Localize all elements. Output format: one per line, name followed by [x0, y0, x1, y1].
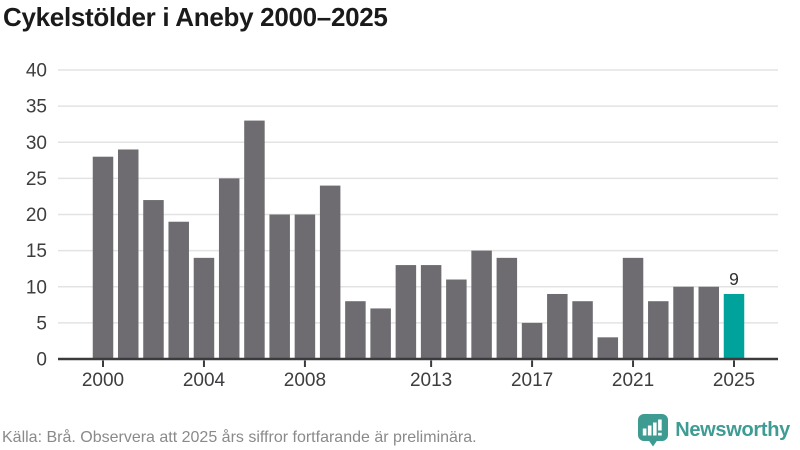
x-tick-label-2013: 2013	[410, 370, 452, 391]
y-tick-label-20: 20	[26, 205, 47, 226]
y-tick-label-5: 5	[36, 313, 47, 334]
bar-2002	[143, 200, 164, 359]
y-tick-label-10: 10	[26, 277, 47, 298]
bar-2024	[698, 286, 720, 359]
bar-2011	[370, 308, 391, 359]
bar-2001	[117, 149, 139, 359]
source-note: Källa: Brå. Observera att 2025 års siffr…	[2, 429, 477, 446]
bar-2016	[496, 257, 518, 359]
x-tick-label-2004: 2004	[183, 370, 226, 391]
newsworthy-logo: Newsworthy	[638, 414, 790, 447]
y-tick-label-40: 40	[26, 61, 47, 82]
bar-2014	[446, 279, 467, 359]
bar-2019	[572, 301, 593, 359]
y-tick-label-30: 30	[26, 133, 47, 154]
y-tick-label-0: 0	[36, 350, 47, 371]
x-tick-label-2017: 2017	[511, 370, 553, 391]
brand-name: Newsworthy	[675, 419, 790, 441]
chart-title: Cykelstölder i Aneby 2000–2025	[3, 2, 388, 32]
bar-2023	[673, 286, 694, 359]
y-tick-label-15: 15	[26, 241, 47, 262]
bar-2008	[294, 214, 316, 359]
bar-2020	[597, 337, 619, 359]
bar-2012	[395, 265, 417, 359]
bar-2017	[521, 322, 543, 359]
bar-2005	[218, 178, 240, 359]
bar-2007	[269, 214, 290, 359]
bar-2022	[648, 301, 669, 359]
bar-2010	[345, 301, 366, 359]
bar-2025	[723, 293, 745, 359]
bar-value-label-2025: 9	[729, 269, 739, 289]
bar-2021	[622, 257, 644, 359]
bar-chart: 2000 2004 2008 2013 2017 2021 2025051015202530…	[26, 61, 778, 391]
x-tick-label-2021: 2021	[612, 370, 654, 391]
bar-2009	[319, 185, 341, 359]
bar-2000	[92, 156, 114, 359]
bar-2013	[420, 265, 442, 359]
newsworthy-icon	[638, 414, 669, 447]
bar-2004	[193, 257, 215, 359]
x-tick-label-2025: 2025	[713, 370, 755, 391]
y-tick-label-35: 35	[26, 97, 47, 118]
bar-2003	[168, 221, 189, 359]
bar-2006	[244, 120, 265, 359]
x-tick-label-2008: 2008	[284, 370, 326, 391]
x-tick-label-2000: 2000	[82, 370, 124, 391]
bar-2018	[547, 293, 568, 359]
y-tick-label-25: 25	[26, 169, 47, 190]
bar-2015	[471, 250, 492, 359]
